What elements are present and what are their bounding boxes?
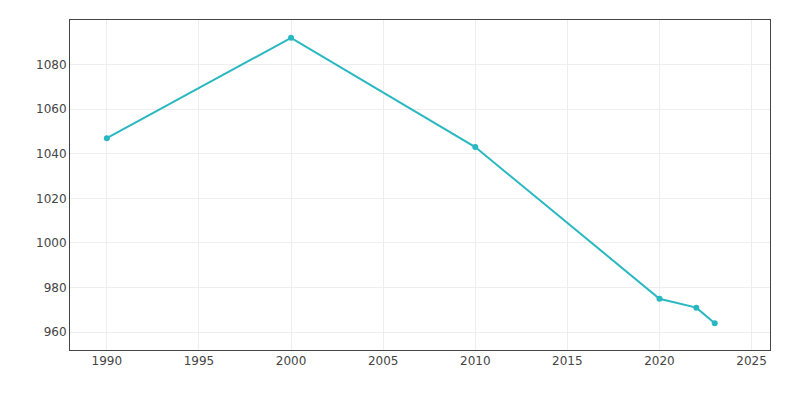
svg-text:1990: 1990 [92, 354, 123, 368]
svg-text:2020: 2020 [644, 354, 675, 368]
svg-text:1995: 1995 [184, 354, 215, 368]
svg-text:2015: 2015 [552, 354, 583, 368]
svg-text:1000: 1000 [36, 236, 67, 250]
svg-text:1040: 1040 [36, 147, 67, 161]
svg-text:2025: 2025 [736, 354, 767, 368]
svg-text:960: 960 [44, 325, 67, 339]
svg-text:1020: 1020 [36, 192, 67, 206]
svg-text:980: 980 [44, 281, 67, 295]
svg-text:2005: 2005 [368, 354, 399, 368]
svg-text:1080: 1080 [36, 58, 67, 72]
svg-text:2000: 2000 [276, 354, 307, 368]
svg-text:2010: 2010 [460, 354, 491, 368]
svg-text:1060: 1060 [36, 102, 67, 116]
